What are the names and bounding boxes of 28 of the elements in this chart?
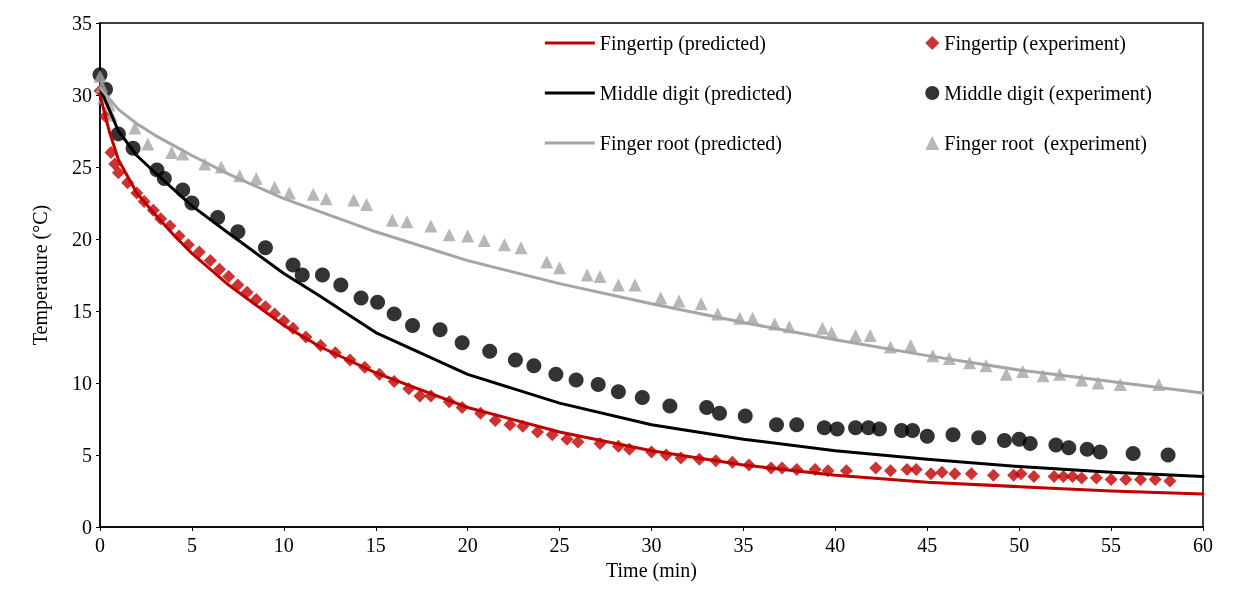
y-tick-label: 15 (72, 300, 92, 322)
x-tick-label: 20 (457, 534, 478, 556)
x-axis-title: Time (min) (606, 558, 697, 582)
y-tick-label: 0 (82, 516, 92, 538)
y-tick-label: 5 (82, 444, 92, 466)
x-tick-label: 50 (1009, 534, 1030, 556)
x-tick-label: 15 (365, 534, 386, 556)
x-tick-label: 10 (273, 534, 294, 556)
legend-label: Middle digit (experiment) (944, 82, 1153, 105)
y-tick-label: 10 (72, 372, 92, 394)
x-tick-label: 5 (186, 534, 197, 556)
x-tick-label: 40 (825, 534, 846, 556)
legend-label: Fingertip (experiment) (944, 32, 1126, 55)
y-tick-label: 25 (72, 156, 92, 178)
legend-label: Finger root (predicted) (599, 132, 782, 155)
x-tick-label: 55 (1101, 534, 1122, 556)
x-tick-label: 60 (1193, 534, 1213, 556)
x-tick-label: 35 (733, 534, 754, 556)
y-tick-label: 35 (72, 12, 92, 34)
x-tick-label: 45 (917, 534, 938, 556)
y-axis-title: Temperature (°C) (29, 204, 52, 346)
legend-label: Finger root (experiment) (944, 132, 1147, 155)
x-tick-label: 25 (549, 534, 570, 556)
legend-label: Fingertip (predicted) (599, 32, 766, 55)
x-tick-label: 30 (641, 534, 662, 556)
y-tick-label: 20 (72, 228, 92, 250)
y-tick-label: 30 (72, 84, 92, 106)
legend-label: Middle digit (predicted) (599, 82, 792, 105)
